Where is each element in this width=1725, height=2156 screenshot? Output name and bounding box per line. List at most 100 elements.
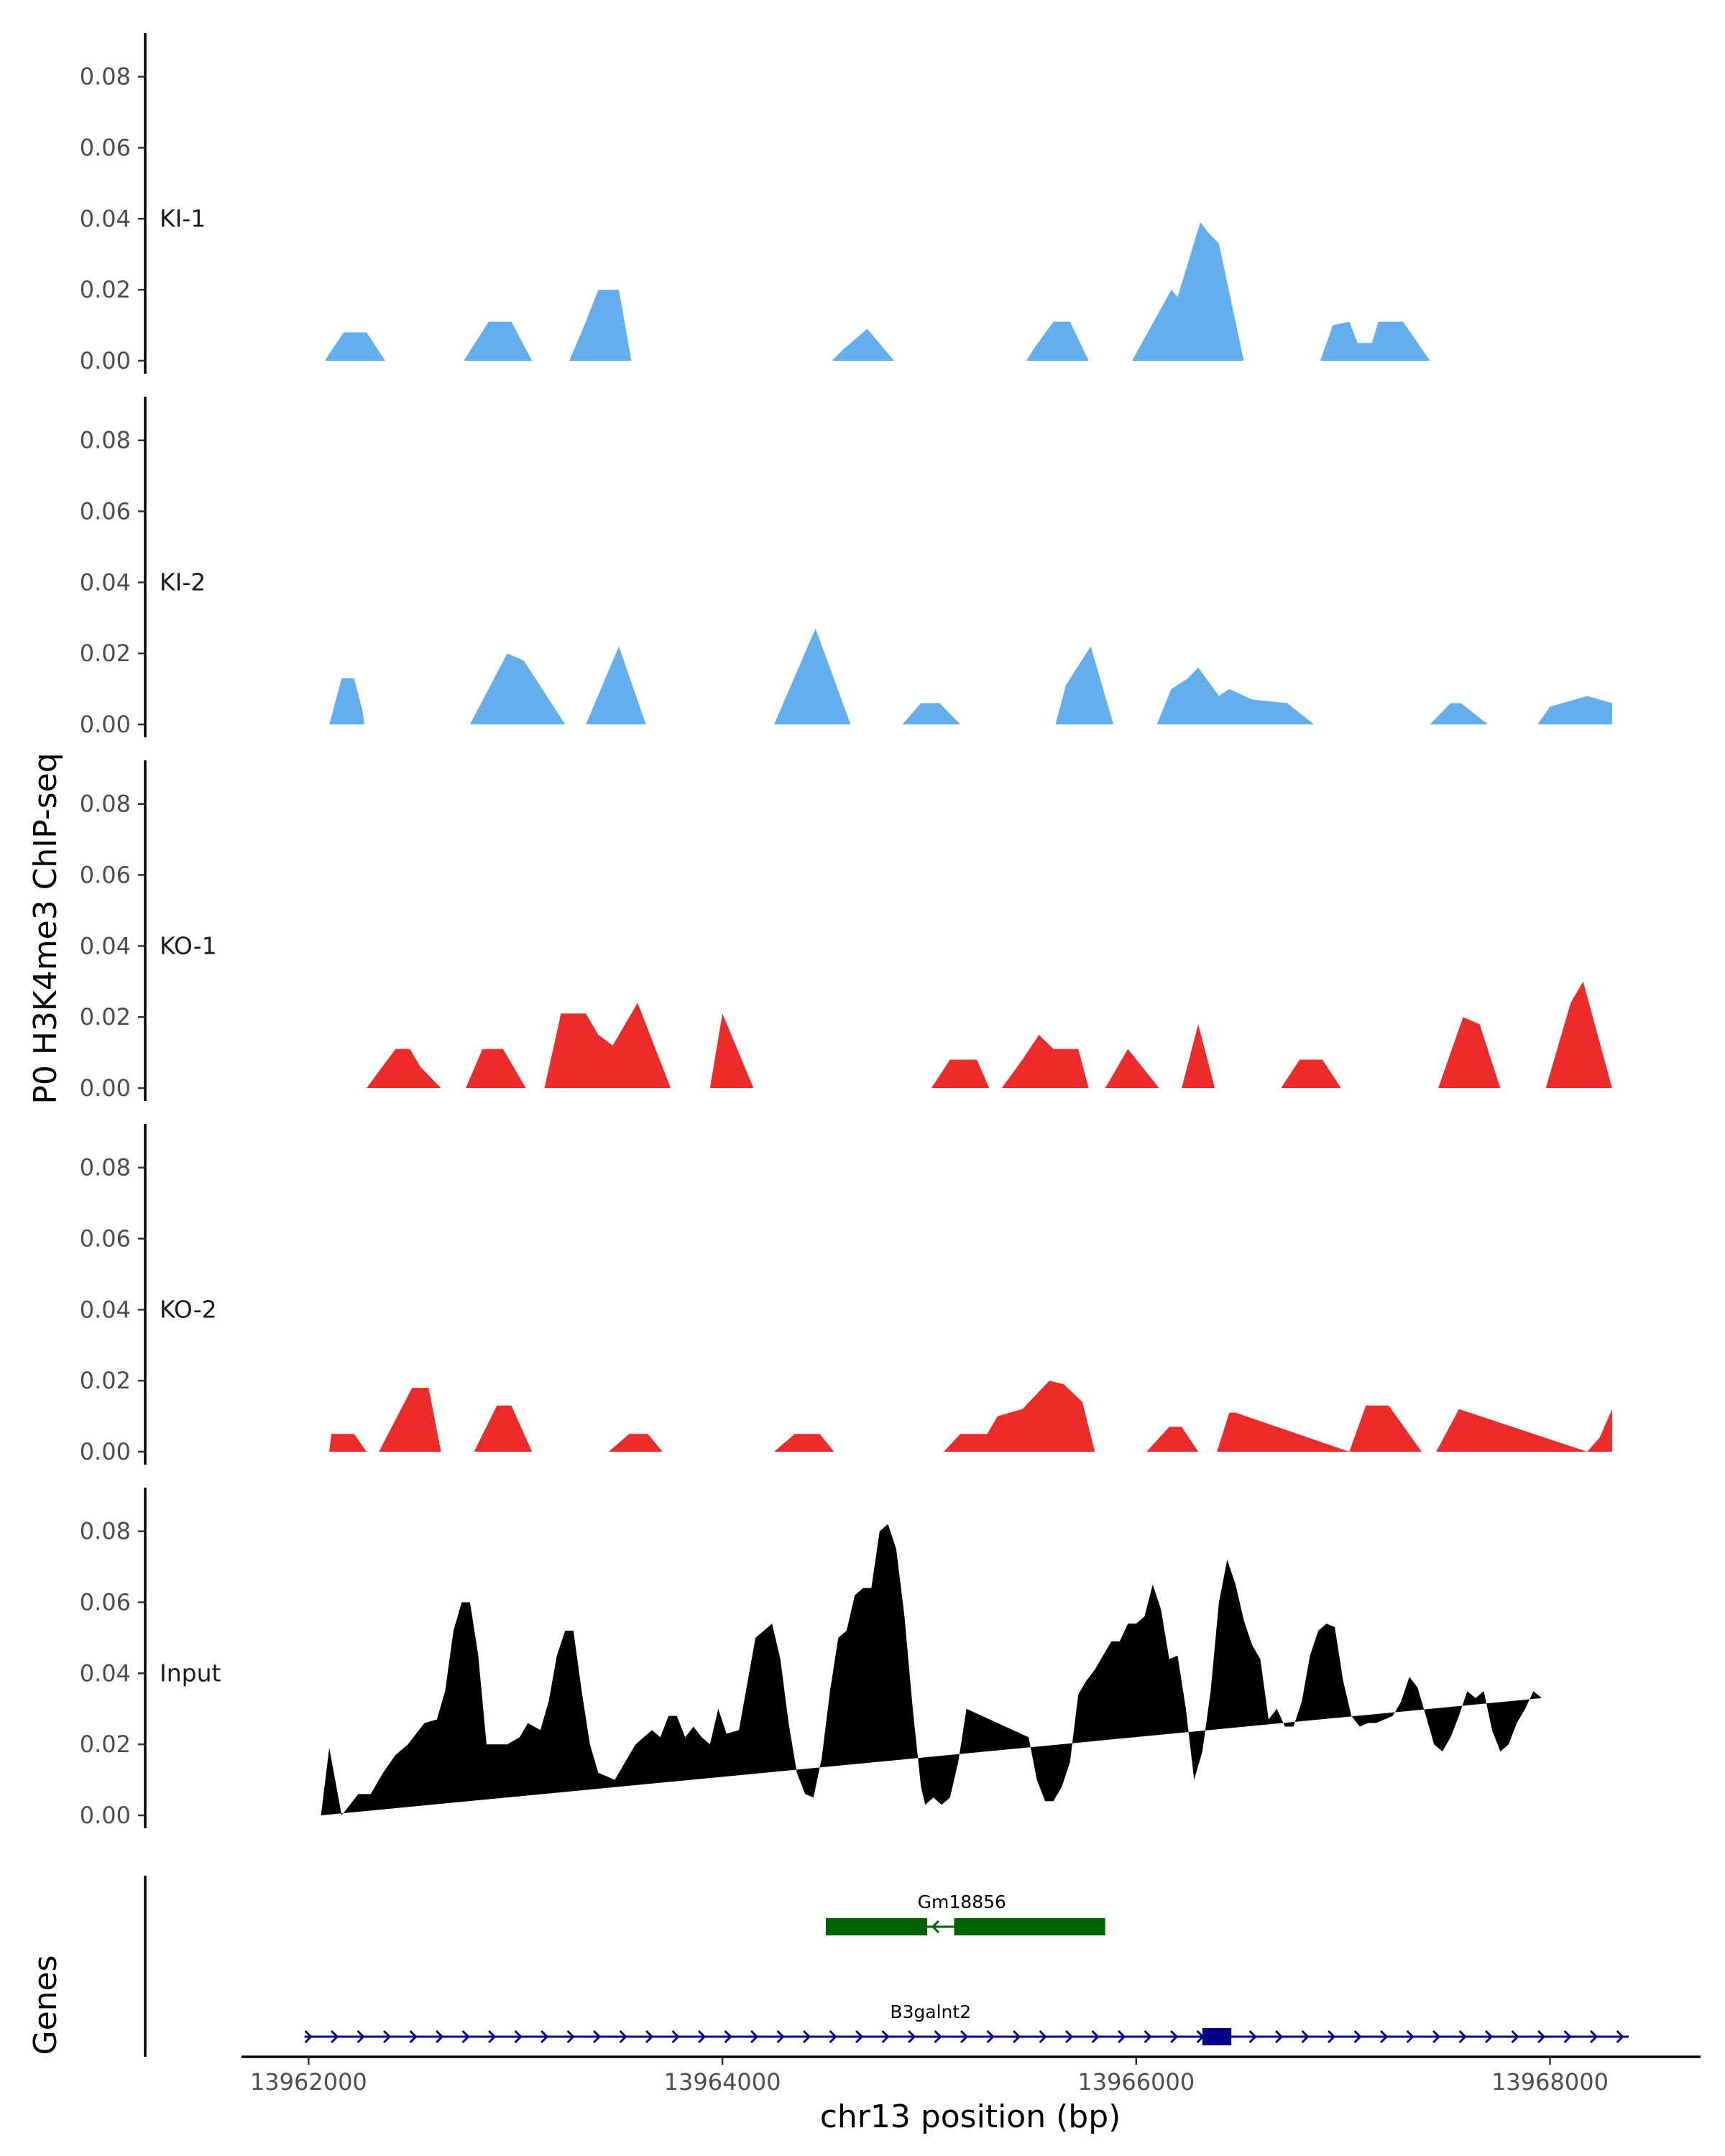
gene-name-label: Gm18856 [918, 1892, 1006, 1912]
strand-chevron [750, 2030, 759, 2044]
strand-chevron [383, 2030, 392, 2044]
y-tick-label: 0.04 [80, 568, 131, 596]
strand-chevron [1616, 2030, 1624, 2044]
strand-chevron [619, 2030, 627, 2044]
strand-chevron [566, 2030, 575, 2044]
y-tick-label: 0.04 [80, 1296, 131, 1323]
y-tick-label: 0.06 [80, 1225, 131, 1253]
strand-chevron [436, 2030, 444, 2044]
strand-chevron [671, 2030, 680, 2044]
strand-chevron [1458, 2030, 1467, 2044]
strand-chevron [461, 2030, 470, 2044]
y-tick-label: 0.02 [80, 276, 131, 303]
strand-chevron [1328, 2030, 1336, 2044]
strand-chevron [776, 2030, 785, 2044]
track-label: KI-2 [160, 568, 206, 596]
strand-chevron [1013, 2030, 1021, 2044]
track-ko-2: 0.00 0.02 0.04 0.06 0.08 KO-2 [80, 1124, 1612, 1465]
y-tick-label: 0.06 [80, 1589, 131, 1616]
strand-chevron [1065, 2030, 1074, 2044]
y-tick-label: 0.08 [80, 1154, 131, 1181]
y-tick-label: 0.08 [80, 63, 131, 91]
strand-chevron [514, 2030, 523, 2044]
y-tick-label: 0.06 [80, 134, 131, 162]
strand-chevron [1118, 2030, 1126, 2044]
y-tick-label: 0.04 [80, 1659, 131, 1687]
x-axis: 13962000 13964000 13966000 13968000 [242, 2055, 1701, 2096]
strand-chevron [488, 2030, 497, 2044]
strand-chevron [1248, 2030, 1257, 2044]
strand-chevron [1537, 2030, 1546, 2044]
gene-annotation-panel: Gm18856 B3galnt2 [144, 1876, 1629, 2057]
track-input: 0.00 0.02 0.04 0.06 0.08 Input [80, 1488, 1542, 1829]
y-tick-label: 0.02 [80, 640, 131, 667]
track-label: KI-1 [160, 204, 206, 232]
strand-chevron [724, 2030, 732, 2044]
strand-chevron [1432, 2030, 1441, 2044]
strand-chevron [934, 2030, 942, 2044]
strand-chevron [356, 2030, 365, 2044]
strand-chevron [1144, 2030, 1152, 2044]
exon-block [1202, 2028, 1232, 2045]
strand-chevron [409, 2030, 418, 2044]
strand-chevron [1275, 2030, 1284, 2044]
strand-chevron [960, 2030, 969, 2044]
track-ko-1: 0.00 0.02 0.04 0.06 0.08 KO-1 [80, 760, 1612, 1102]
exon-block [826, 1918, 928, 1935]
strand-chevron [1380, 2030, 1389, 2044]
strand-chevron [1091, 2030, 1100, 2044]
strand-chevron [540, 2030, 549, 2044]
strand-chevron [304, 2030, 313, 2044]
strand-chevron [881, 2030, 890, 2044]
strand-chevron [803, 2030, 811, 2044]
strand-chevron [908, 2030, 916, 2044]
strand-chevron [855, 2030, 864, 2044]
strand-chevron [331, 2030, 339, 2044]
genes-panel-title: Genes [27, 1955, 64, 2055]
strand-chevron [1406, 2030, 1414, 2044]
y-axis-title: P0 H3K4me3 ChIP-seq [27, 752, 64, 1104]
y-tick-label: 0.04 [80, 205, 131, 232]
x-tick-label: 13968000 [1491, 2068, 1609, 2096]
coverage-area-ko-1-0 [367, 981, 1612, 1088]
strand-chevron [593, 2030, 602, 2044]
strand-chevron [645, 2030, 654, 2044]
x-tick-label: 13966000 [1077, 2068, 1195, 2096]
track-ki-2: 0.00 0.02 0.04 0.06 0.08 KI-2 [80, 397, 1612, 738]
coverage-tracks: 0.00 0.02 0.04 0.06 0.08 KI-1 0.00 0.02 0.04 0.06… [80, 33, 1612, 1829]
strand-chevron [1563, 2030, 1572, 2044]
y-tick-label: 0.02 [80, 1731, 131, 1758]
y-tick-label: 0.00 [80, 1438, 131, 1465]
strand-chevron [1301, 2030, 1310, 2044]
gene-b3galnt2: B3galnt2 [304, 2001, 1629, 2045]
y-tick-label: 0.00 [80, 711, 131, 738]
gene-gm18856: Gm18856 [826, 1892, 1105, 1935]
y-tick-label: 0.08 [80, 1518, 131, 1545]
y-tick-label: 0.04 [80, 932, 131, 959]
y-tick-label: 0.08 [80, 791, 131, 818]
track-label: KO-2 [160, 1295, 217, 1323]
strand-chevron [698, 2030, 707, 2044]
x-tick-label: 13962000 [250, 2068, 367, 2096]
y-tick-label: 0.08 [80, 427, 131, 454]
strand-chevron [1590, 2030, 1598, 2044]
strand-chevron [931, 1920, 940, 1934]
strand-chevron [1353, 2030, 1362, 2044]
track-label: Input [160, 1659, 221, 1687]
coverage-area-ko-2-0 [329, 1381, 1612, 1452]
coverage-area-input-0 [321, 1524, 1542, 1815]
track-ki-1: 0.00 0.02 0.04 0.06 0.08 KI-1 [80, 33, 1430, 374]
strand-chevron [829, 2030, 837, 2044]
x-axis-title: chr13 position (bp) [820, 2099, 1121, 2135]
strand-chevron [986, 2030, 995, 2044]
gene-name-label: B3galnt2 [890, 2001, 971, 2022]
y-tick-label: 0.06 [80, 862, 131, 889]
y-tick-label: 0.06 [80, 498, 131, 525]
track-label: KO-1 [160, 931, 217, 959]
y-tick-label: 0.00 [80, 1074, 131, 1102]
strand-chevron [1485, 2030, 1494, 2044]
y-tick-label: 0.00 [80, 347, 131, 374]
y-tick-label: 0.02 [80, 1367, 131, 1394]
x-tick-label: 13964000 [664, 2068, 781, 2096]
